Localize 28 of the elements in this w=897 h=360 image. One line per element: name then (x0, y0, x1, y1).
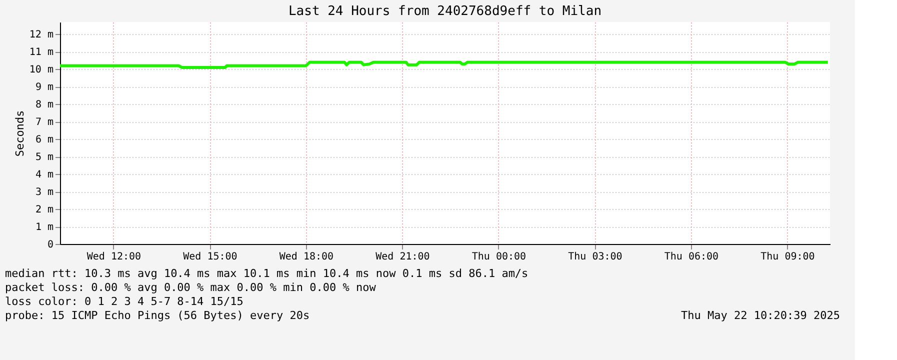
text: Thu May 22 10:20:39 2025 (681, 309, 840, 322)
x-tick-label: Thu 03:00 (568, 252, 622, 262)
x-tick-label: Thu 00:00 (472, 252, 526, 262)
y-axis-title: Seconds (13, 110, 26, 157)
y-tick-label: 12 m (29, 30, 54, 41)
y-tick-label: 8 m (35, 100, 54, 111)
chart-title: Last 24 Hours from 2402768d9eff to Milan (288, 4, 602, 19)
x-tick-label: Thu 06:00 (664, 252, 719, 262)
x-tick-label: Wed 15:00 (183, 252, 238, 262)
text: probe: 15 ICMP Echo Pings (56 Bytes) every 20s (5, 309, 310, 322)
x-tick-label: Thu 09:00 (760, 252, 815, 262)
y-tick-label: 5 m (35, 152, 54, 164)
y-tick-label: 1 m (35, 222, 54, 234)
x-tick-label: Wed 21:00 (376, 252, 430, 262)
x-tick-label: Wed 18:00 (279, 252, 334, 262)
y-tick-label: 9 m (35, 82, 54, 94)
y-tick-label: 6 m (35, 134, 54, 146)
text: loss color: 0 1 2 3 4 5-7 8-14 15/15 (5, 295, 244, 308)
text: packet loss: 0.00 % avg 0.00 % max 0.00 % min 0.00 % now (5, 281, 376, 294)
y-tick-label: 3 m (35, 187, 54, 198)
y-tick-label: 7 m (35, 117, 54, 128)
y-tick-label: 4 m (35, 170, 54, 181)
y-tick-label: 11 m (29, 47, 54, 58)
y-tick-label: 10 m (29, 64, 54, 76)
y-tick-label: 0 (47, 240, 54, 250)
x-tick-label: Wed 12:00 (86, 252, 142, 262)
text: median rtt: 10.3 ms avg 10.4 ms max 10.1 ms min 10.4 ms now 0.1 ms sd 86.1 am/s (5, 267, 528, 280)
y-tick-label: 2 m (35, 204, 54, 216)
